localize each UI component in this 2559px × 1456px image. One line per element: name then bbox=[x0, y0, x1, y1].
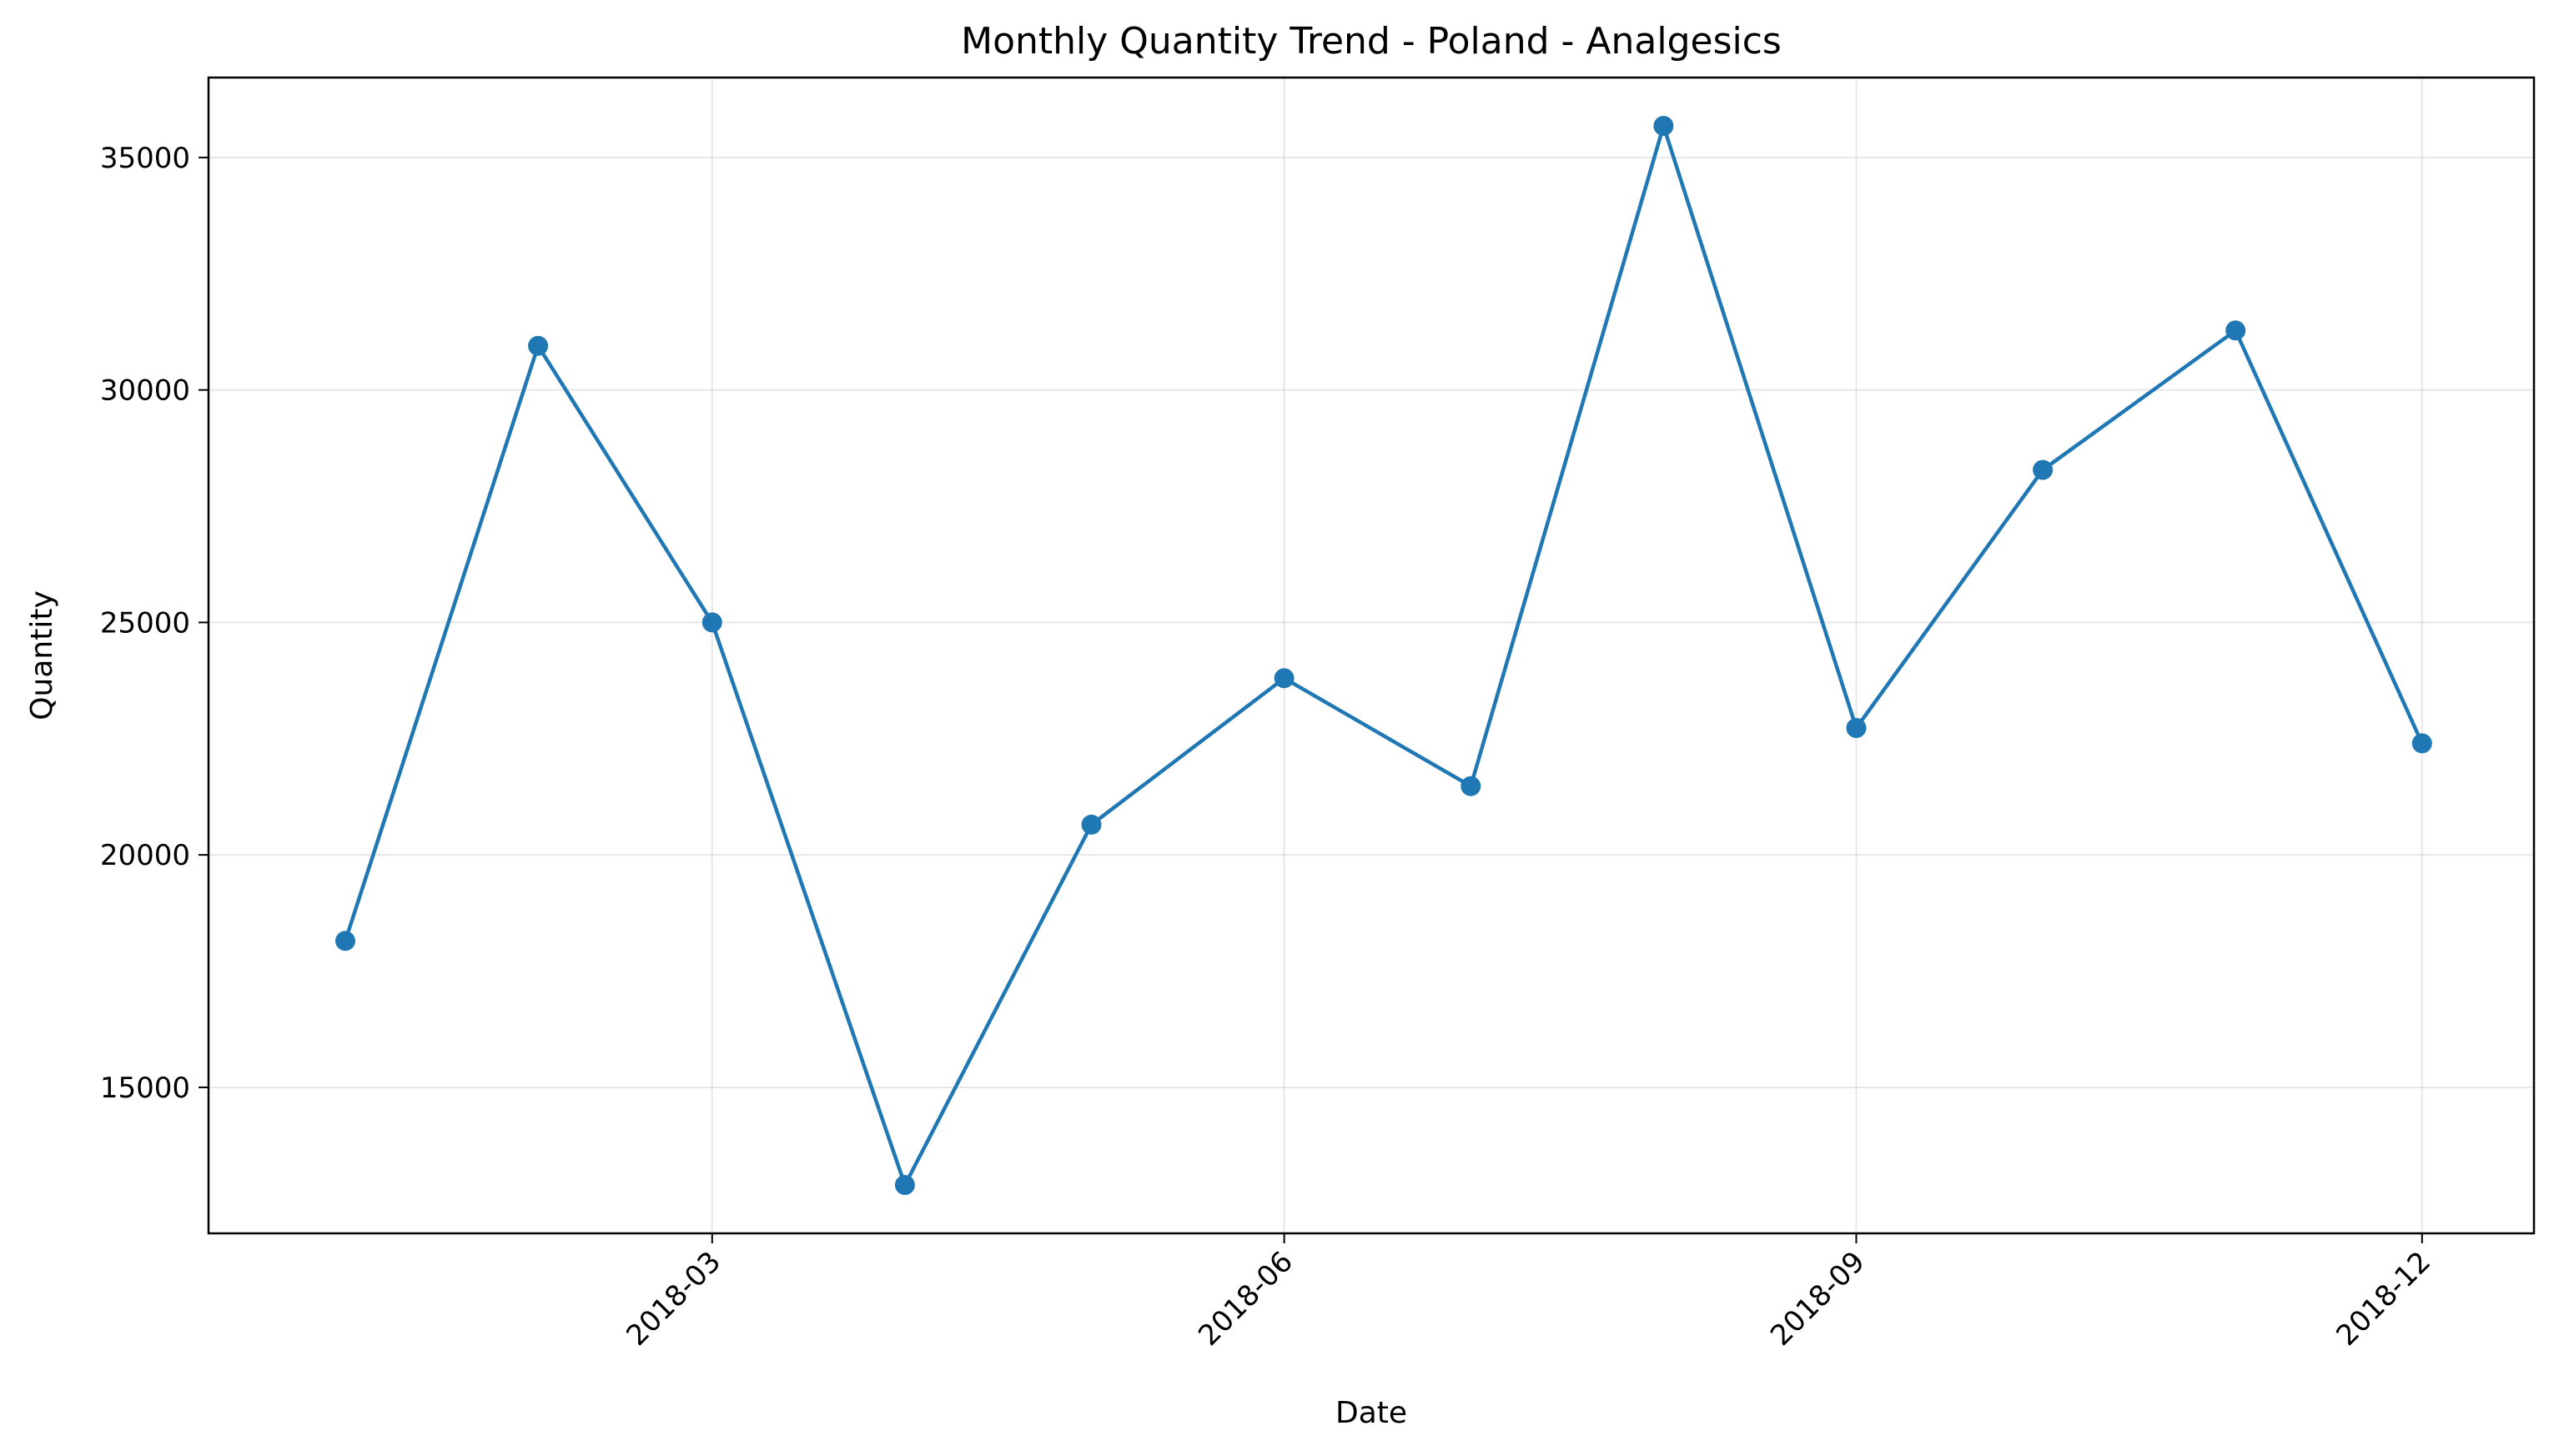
y-tick-label: 25000 bbox=[100, 606, 190, 640]
data-point bbox=[1460, 776, 1481, 796]
y-tick-label: 15000 bbox=[100, 1072, 190, 1105]
data-point bbox=[2225, 320, 2246, 341]
y-tick-label: 35000 bbox=[100, 142, 190, 175]
y-axis-label: Quantity bbox=[25, 590, 59, 720]
grid-lines bbox=[209, 78, 2534, 1233]
x-tick-label: 2018-03 bbox=[620, 1245, 727, 1353]
x-tick-label: 2018-09 bbox=[1764, 1245, 1872, 1353]
y-tick-label: 30000 bbox=[100, 374, 190, 408]
data-point bbox=[2033, 459, 2054, 480]
plot-frame bbox=[207, 76, 2536, 1235]
y-tick-label: 20000 bbox=[100, 839, 190, 872]
data-point bbox=[2411, 733, 2432, 754]
data-point bbox=[1653, 116, 1674, 136]
axis-ticks: 15000 20000 25000 30000 35000 2018-03 2018-06 2… bbox=[100, 142, 2437, 1353]
data-point bbox=[1081, 814, 1102, 835]
data-point bbox=[1846, 718, 1867, 738]
data-point bbox=[528, 335, 549, 356]
data-point bbox=[701, 612, 722, 633]
chart-title: Monthly Quantity Trend - Poland - Analge… bbox=[961, 20, 1782, 63]
x-tick-label: 2018-12 bbox=[2330, 1245, 2437, 1353]
data-series bbox=[335, 116, 2432, 1195]
data-point bbox=[1274, 668, 1295, 689]
x-tick-label: 2018-06 bbox=[1192, 1245, 1300, 1353]
series-line bbox=[343, 123, 2424, 1187]
data-point bbox=[894, 1175, 915, 1195]
data-point bbox=[335, 931, 355, 951]
x-axis-label: Date bbox=[1335, 1396, 1407, 1430]
